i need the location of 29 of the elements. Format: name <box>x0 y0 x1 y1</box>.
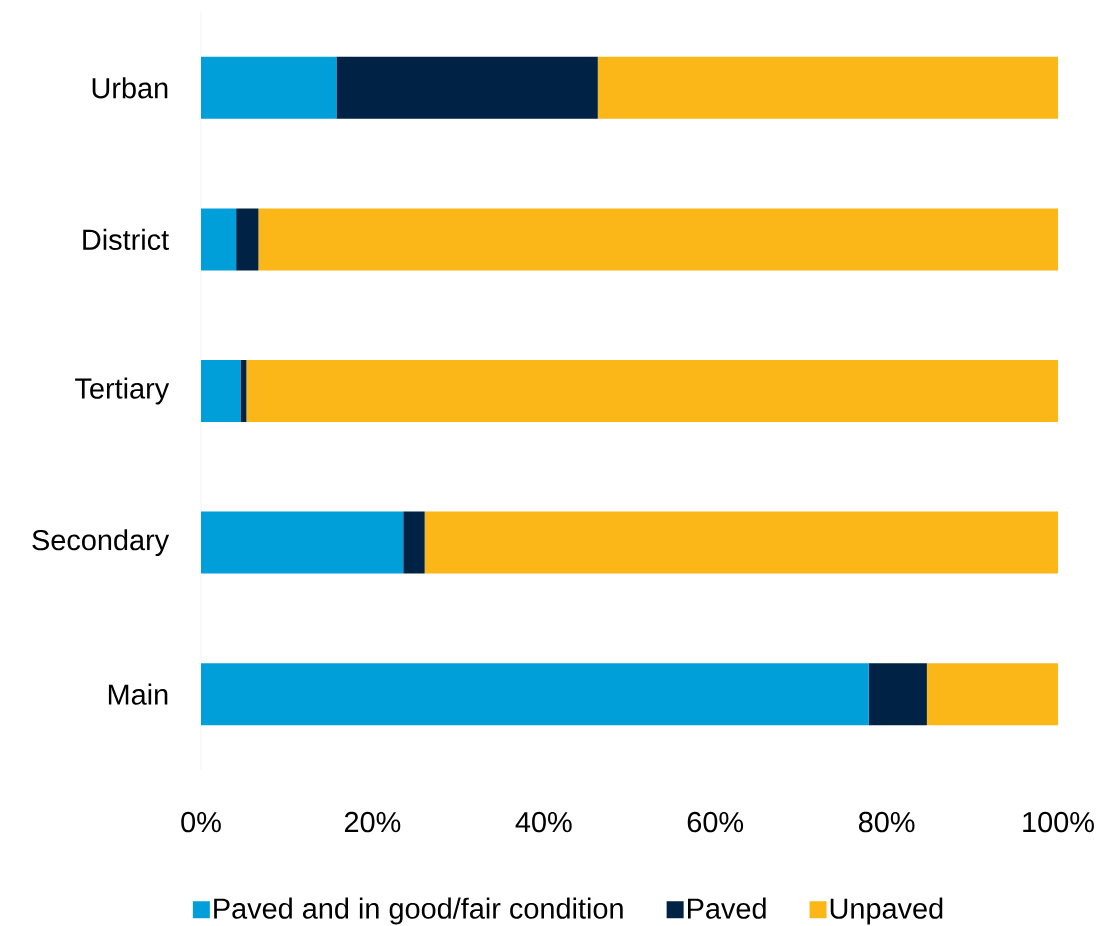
bar <box>258 208 1059 271</box>
x-tick-label: 0% <box>181 811 221 833</box>
bar <box>597 56 1059 119</box>
x-tick-label: 80% <box>858 811 915 833</box>
y-tick-label: Main <box>108 683 168 705</box>
bar <box>403 511 425 574</box>
bar <box>201 56 337 119</box>
bar <box>201 663 869 726</box>
bar <box>868 663 927 726</box>
x-tick-label: 40% <box>515 811 572 833</box>
bar <box>236 208 259 271</box>
y-tick-label: Tertiary <box>75 377 170 405</box>
legend-label: Unpaved <box>830 897 943 925</box>
bar <box>926 663 1059 726</box>
bar <box>201 208 237 271</box>
legend-label: Paved <box>687 897 766 919</box>
x-tick-label: 60% <box>687 811 744 833</box>
bar <box>201 511 404 574</box>
y-tick-label: Urban <box>92 77 168 99</box>
y-tick-label: Secondary <box>32 529 170 557</box>
bar <box>336 56 598 119</box>
bar <box>240 360 247 422</box>
bar <box>424 511 1059 574</box>
bar <box>201 360 241 422</box>
x-tick-label: 20% <box>344 811 401 833</box>
legend-label: Paved and in good/fair condition <box>214 897 623 925</box>
x-tick-label: 100% <box>1023 811 1094 833</box>
bar <box>246 360 1059 422</box>
y-tick-label: District <box>83 228 169 251</box>
